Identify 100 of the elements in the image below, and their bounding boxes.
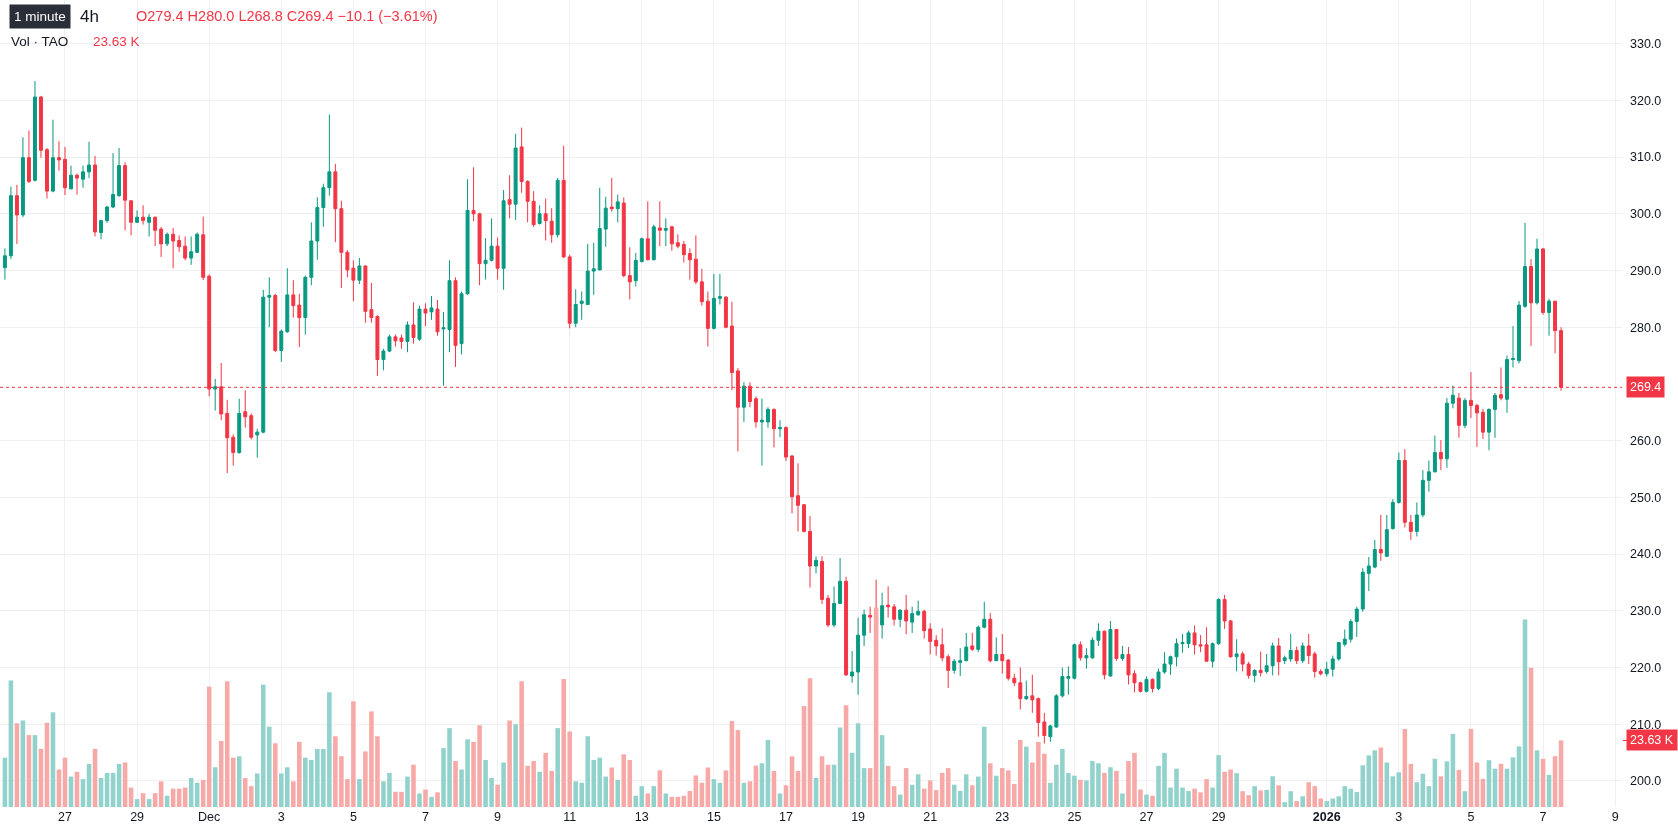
bar <box>987 763 993 807</box>
candlestick <box>507 174 512 219</box>
candlestick <box>26 129 31 184</box>
candlestick <box>513 133 518 221</box>
candlestick <box>934 634 939 657</box>
bar <box>417 793 422 807</box>
candlestick <box>621 196 626 278</box>
x-tick-label: 11 <box>563 809 577 824</box>
candlestick <box>1042 712 1047 744</box>
candlestick <box>1306 633 1311 665</box>
annotation: 23.63 K <box>93 34 140 49</box>
candlestick <box>267 276 272 328</box>
candlestick <box>1547 298 1552 337</box>
candlestick <box>1402 448 1407 528</box>
x-tick-label: 3 <box>277 809 285 824</box>
candlestick <box>279 328 284 363</box>
x-tick-label: 29 <box>130 809 145 824</box>
y-tick-label: 260.0 <box>1630 434 1662 449</box>
candlestick <box>657 200 662 247</box>
candlestick <box>171 227 176 269</box>
candlestick <box>699 268 704 307</box>
y-tick-label: 230.0 <box>1630 604 1662 619</box>
candlestick <box>147 213 152 237</box>
candlestick <box>8 186 13 260</box>
candlestick <box>1517 300 1521 365</box>
x-tick-label: 15 <box>706 809 721 824</box>
x-tick-label: 23 <box>995 809 1010 824</box>
candlestick <box>405 321 410 353</box>
candlestick <box>1523 222 1527 309</box>
candlestick <box>129 200 134 236</box>
candlestick <box>20 136 25 218</box>
candlestick <box>297 293 302 348</box>
candlestick <box>159 226 164 258</box>
bar <box>429 796 434 807</box>
y-tick-label: 290.0 <box>1630 263 1662 278</box>
bar <box>1234 773 1239 807</box>
candlestick <box>976 625 981 653</box>
candlestick <box>1018 666 1023 710</box>
y-tick-label: 280.0 <box>1630 320 1662 335</box>
candlestick <box>1426 459 1431 493</box>
bar <box>501 762 506 807</box>
candlestick <box>111 152 116 209</box>
candlestick <box>495 237 500 281</box>
candlestick <box>243 389 248 429</box>
bar <box>423 789 428 807</box>
bar <box>1024 746 1029 807</box>
bar <box>1144 794 1149 807</box>
bar <box>663 793 669 807</box>
candlestick <box>1414 501 1419 537</box>
candlestick <box>940 627 945 662</box>
candlestick <box>868 606 873 634</box>
candlestick <box>453 276 458 368</box>
candlestick <box>639 237 644 264</box>
candlestick <box>237 398 242 455</box>
candlestick <box>141 204 146 226</box>
candlestick <box>1378 514 1383 562</box>
candlestick <box>964 632 969 662</box>
candlestick <box>135 209 140 224</box>
bar <box>609 767 615 807</box>
candlestick <box>988 612 993 663</box>
x-tick-label: 9 <box>494 809 502 824</box>
candlestick <box>1246 661 1251 680</box>
x-tick-label: 19 <box>851 809 866 824</box>
bar <box>411 764 416 807</box>
x-tick-label: 21 <box>923 809 938 824</box>
bar <box>495 784 500 807</box>
candlestick <box>826 594 831 628</box>
candlestick <box>1330 655 1335 678</box>
candlestick <box>970 632 975 652</box>
candlestick <box>1390 498 1395 531</box>
candlestick <box>579 291 584 321</box>
x-tick-label: 27 <box>1139 809 1154 824</box>
candlestick <box>856 617 861 696</box>
candlestick <box>952 658 957 675</box>
candlestick <box>81 165 85 189</box>
candlestick <box>1348 618 1353 644</box>
candlestick <box>105 205 110 224</box>
candlestick <box>1054 693 1059 729</box>
candlestick <box>1474 403 1479 448</box>
candlestick <box>1078 640 1083 662</box>
candlestick <box>904 594 909 635</box>
candlestick <box>573 288 578 328</box>
candlestick <box>213 378 218 412</box>
candlestick <box>93 155 97 237</box>
x-tick-label: 7 <box>422 809 430 824</box>
bar <box>273 743 278 807</box>
candlestick <box>303 275 308 336</box>
candlestick <box>838 557 843 605</box>
candlestick <box>14 184 19 245</box>
candlestick <box>1240 651 1245 672</box>
candlestick <box>916 600 921 616</box>
candlestick <box>741 381 746 423</box>
candlestick <box>802 503 806 534</box>
bar <box>969 785 975 807</box>
candlestick <box>796 462 800 532</box>
candlestick <box>1396 452 1401 505</box>
candlestick <box>663 217 668 247</box>
x-tick-label: Dec <box>198 809 221 824</box>
candlestick <box>693 234 698 285</box>
candlestick <box>886 585 891 619</box>
